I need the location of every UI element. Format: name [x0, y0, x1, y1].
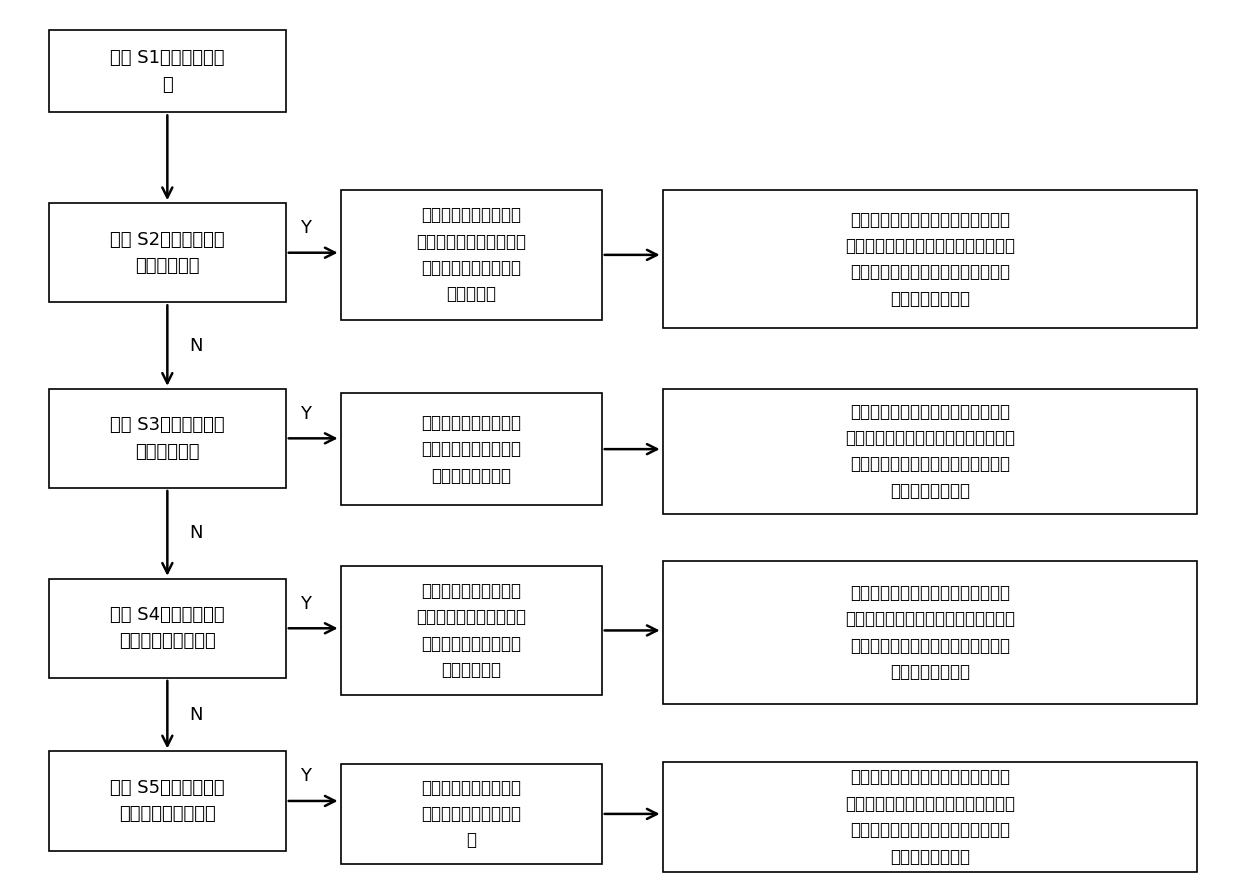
Text: 第一环形器吸收第一限幅器和载波放
大器输入端之间的反射功率，第二环形
器吸收第二限幅器和峰值放大器输入
端之间的反射功率: 第一环形器吸收第一限幅器和载波放 大器输入端之间的反射功率，第二环形 器吸收第二… — [844, 584, 1014, 681]
FancyBboxPatch shape — [662, 762, 1198, 872]
FancyBboxPatch shape — [341, 765, 601, 863]
Text: 步骤 S1，输入信号检
测: 步骤 S1，输入信号检 测 — [110, 49, 224, 93]
Text: 步骤 S3，大信号区域
的判别与控制: 步骤 S3，大信号区域 的判别与控制 — [110, 416, 224, 461]
FancyBboxPatch shape — [48, 579, 285, 678]
Text: Y: Y — [300, 219, 311, 237]
Text: 第一环形器吸收第一限幅器和载波放
大器输入端之间的反射功率，第二环形
器吸收第二限幅器和峰值放大器输入
端之间的反射功率: 第一环形器吸收第一限幅器和载波放 大器输入端之间的反射功率，第二环形 器吸收第二… — [844, 211, 1014, 307]
Text: 步骤 S4，第一饱和信
号区域的判别与控制: 步骤 S4，第一饱和信 号区域的判别与控制 — [110, 606, 224, 650]
Text: Y: Y — [300, 595, 311, 613]
FancyBboxPatch shape — [48, 31, 285, 113]
FancyBboxPatch shape — [341, 393, 601, 506]
FancyBboxPatch shape — [48, 204, 285, 302]
Text: Y: Y — [300, 404, 311, 423]
FancyBboxPatch shape — [662, 389, 1198, 514]
Text: 第一环形器吸收第一限幅器和载波放
大器输入端之间的反射功率，第二环形
器吸收第二限幅器和峰值放大器输入
端之间的反射功率: 第一环形器吸收第一限幅器和载波放 大器输入端之间的反射功率，第二环形 器吸收第二… — [844, 768, 1014, 865]
Text: 第一环形器吸收第一限幅器和载波放
大器输入端之间的反射功率，第二环形
器吸收第二限幅器和峰值放大器输入
端之间的反射功率: 第一环形器吸收第一限幅器和载波放 大器输入端之间的反射功率，第二环形 器吸收第二… — [844, 403, 1014, 500]
Text: 第一限幅器和第二限幅
器均工作在第二限幅状
态: 第一限幅器和第二限幅 器均工作在第二限幅状 态 — [422, 779, 521, 849]
Text: Y: Y — [300, 767, 311, 786]
Text: N: N — [190, 524, 202, 543]
Text: 第一限幅器工作在第二
限幅状态，而第二限幅器
工作在非限幅状态或者
第一限幅状态: 第一限幅器工作在第二 限幅状态，而第二限幅器 工作在非限幅状态或者 第一限幅状态 — [417, 581, 526, 679]
FancyBboxPatch shape — [48, 751, 285, 851]
FancyBboxPatch shape — [662, 561, 1198, 704]
Text: N: N — [190, 337, 202, 354]
Text: N: N — [190, 706, 202, 723]
FancyBboxPatch shape — [341, 190, 601, 320]
Text: 步骤 S5，第二饱和信
号区域的判别与控制: 步骤 S5，第二饱和信 号区域的判别与控制 — [110, 779, 224, 823]
Text: 步骤 S2，小信号区域
的判别与控制: 步骤 S2，小信号区域 的判别与控制 — [110, 231, 224, 275]
FancyBboxPatch shape — [662, 190, 1198, 329]
Text: 第一限幅器和第二限幅
器均工作在非限幅状态
或者第一限幅状态: 第一限幅器和第二限幅 器均工作在非限幅状态 或者第一限幅状态 — [422, 414, 521, 485]
FancyBboxPatch shape — [341, 566, 601, 695]
FancyBboxPatch shape — [48, 389, 285, 488]
Text: 第一限幅器工作在非限
幅状态，而第二限幅器工
作在非限幅状态或者第
一限幅状态: 第一限幅器工作在非限 幅状态，而第二限幅器工 作在非限幅状态或者第 一限幅状态 — [417, 206, 526, 303]
